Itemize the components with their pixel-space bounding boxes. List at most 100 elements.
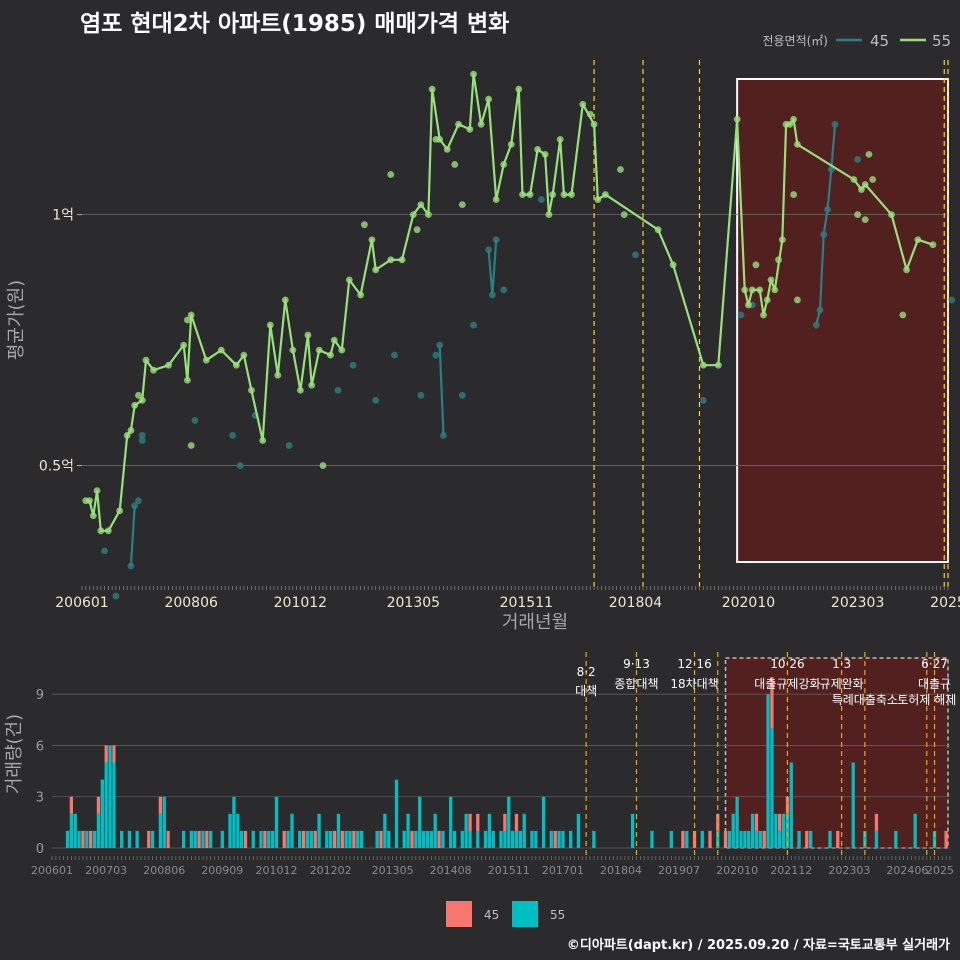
volume-bar-55 — [240, 830, 244, 848]
volume-bar-45 — [89, 830, 93, 848]
volume-bar-55 — [510, 830, 515, 848]
x-tick-label-top: 200601 — [55, 595, 108, 611]
volume-bar-55 — [561, 830, 565, 848]
volume-bar-55 — [518, 830, 522, 848]
volume-bar-55 — [120, 830, 124, 848]
volume-bar-55 — [809, 830, 813, 848]
price-point-45 — [138, 432, 146, 439]
price-point-45 — [236, 462, 244, 469]
volume-bar-55 — [576, 813, 581, 848]
price-point-45 — [831, 120, 839, 128]
policy-name-label: 규제완화 — [820, 677, 864, 691]
volume-bar-55 — [232, 796, 236, 848]
volume-bar-55 — [108, 745, 112, 848]
volume-bar-55 — [189, 830, 193, 848]
volume-bar-55 — [348, 830, 352, 848]
price-point-45 — [854, 156, 862, 163]
legend-label-bottom-55: 55 — [550, 908, 565, 922]
price-point-55 — [617, 166, 624, 173]
volume-bar-55 — [739, 830, 743, 848]
volume-bar-45 — [112, 745, 116, 763]
price-point-55 — [752, 261, 760, 269]
volume-bar-55 — [534, 830, 538, 848]
volume-bar-55 — [209, 830, 213, 848]
volume-bar-55 — [305, 830, 310, 848]
volume-bar-55 — [449, 796, 453, 848]
price-point-45 — [372, 396, 380, 404]
volume-bar-55 — [514, 830, 519, 848]
policy-date-label: 10·26 — [770, 657, 804, 671]
x-tick-label-bottom: 200806 — [143, 864, 185, 877]
volume-bar-55 — [789, 762, 793, 848]
volume-bar-55 — [92, 830, 97, 848]
volume-bar-55 — [499, 830, 503, 848]
volume-bar-55 — [716, 830, 720, 848]
volume-bar-55 — [685, 830, 689, 848]
x-tick-label-bottom: 201804 — [600, 864, 642, 877]
volume-bar-55 — [785, 813, 790, 848]
volume-bar-55 — [669, 830, 673, 848]
x-tick-label-bottom: 202303 — [828, 864, 870, 877]
volume-bar-55 — [557, 830, 561, 848]
price-point-45 — [699, 396, 707, 404]
volume-bar-45 — [81, 830, 85, 848]
policy-date-label: 9·7 — [855, 0, 874, 3]
legend-label-55: 55 — [932, 32, 951, 50]
x-tick-label-bottom: 201012 — [256, 864, 298, 877]
y-axis-title-bottom: 거래량(건) — [4, 714, 25, 794]
volume-bar-55 — [894, 830, 898, 848]
legend-title: 전용면적(㎡) — [762, 34, 828, 48]
volume-bar-55 — [96, 813, 101, 848]
policy-date-label: 6·27 — [921, 657, 948, 671]
price-line-45 — [815, 124, 837, 326]
volume-bar-45 — [96, 796, 101, 814]
price-point-55 — [184, 316, 191, 324]
policy-name-label: 대출규 — [918, 677, 951, 691]
policy-name-label: 종합대책 — [614, 676, 658, 691]
y-tick-label-top: 0.5억 — [39, 459, 74, 475]
legend-swatch-55 — [512, 901, 538, 927]
volume-bar-55 — [487, 813, 492, 848]
volume-bar-45 — [944, 830, 948, 848]
policy-date-label: 12·16 — [677, 657, 711, 671]
volume-bar-55 — [828, 830, 832, 848]
volume-bar-55 — [592, 830, 596, 848]
y-tick-label-bottom: 6 — [36, 739, 44, 754]
x-tick-label-bottom: 200601 — [31, 864, 73, 877]
volume-bar-55 — [325, 830, 329, 848]
volume-bar-45 — [205, 830, 209, 848]
volume-bar-55 — [483, 830, 488, 848]
x-tick-label-bottom: 201907 — [658, 864, 700, 877]
price-point-55 — [387, 171, 395, 178]
volume-bar-45 — [158, 796, 163, 814]
volume-bar-55 — [127, 830, 132, 848]
volume-bar-55 — [201, 830, 205, 848]
y-tick-label-top: 1억 — [52, 208, 74, 224]
volume-bar-55 — [569, 830, 573, 848]
volume-bar-55 — [162, 796, 166, 848]
volume-bar-55 — [778, 830, 782, 848]
x-axis-title-top: 거래년월 — [502, 612, 568, 633]
volume-bar-45 — [69, 796, 73, 814]
volume-bar-45 — [770, 677, 774, 729]
x-tick-label-top: 201305 — [387, 595, 440, 611]
y-tick-label-bottom: 0 — [36, 842, 44, 857]
price-point-45 — [737, 311, 745, 319]
volume-bar-55 — [259, 830, 263, 848]
highlight-box-top — [736, 78, 949, 563]
volume-bar-55 — [112, 762, 116, 848]
volume-bar-55 — [344, 830, 348, 848]
volume-bar-55 — [298, 830, 302, 848]
volume-bar-55 — [797, 830, 801, 848]
volume-bar-55 — [781, 813, 786, 848]
price-point-45 — [229, 432, 237, 439]
price-point-55 — [135, 391, 142, 399]
volume-bar-45 — [778, 813, 782, 831]
volume-bar-55 — [290, 813, 294, 848]
policy-date-label: 9·13 — [623, 657, 650, 671]
volume-bar-55 — [731, 813, 735, 848]
policy-name-label: 특례대출축소 — [832, 693, 898, 707]
price-point-55 — [865, 151, 873, 158]
volume-bar-55 — [73, 813, 77, 848]
x-tick-label-top: 200806 — [164, 595, 218, 611]
